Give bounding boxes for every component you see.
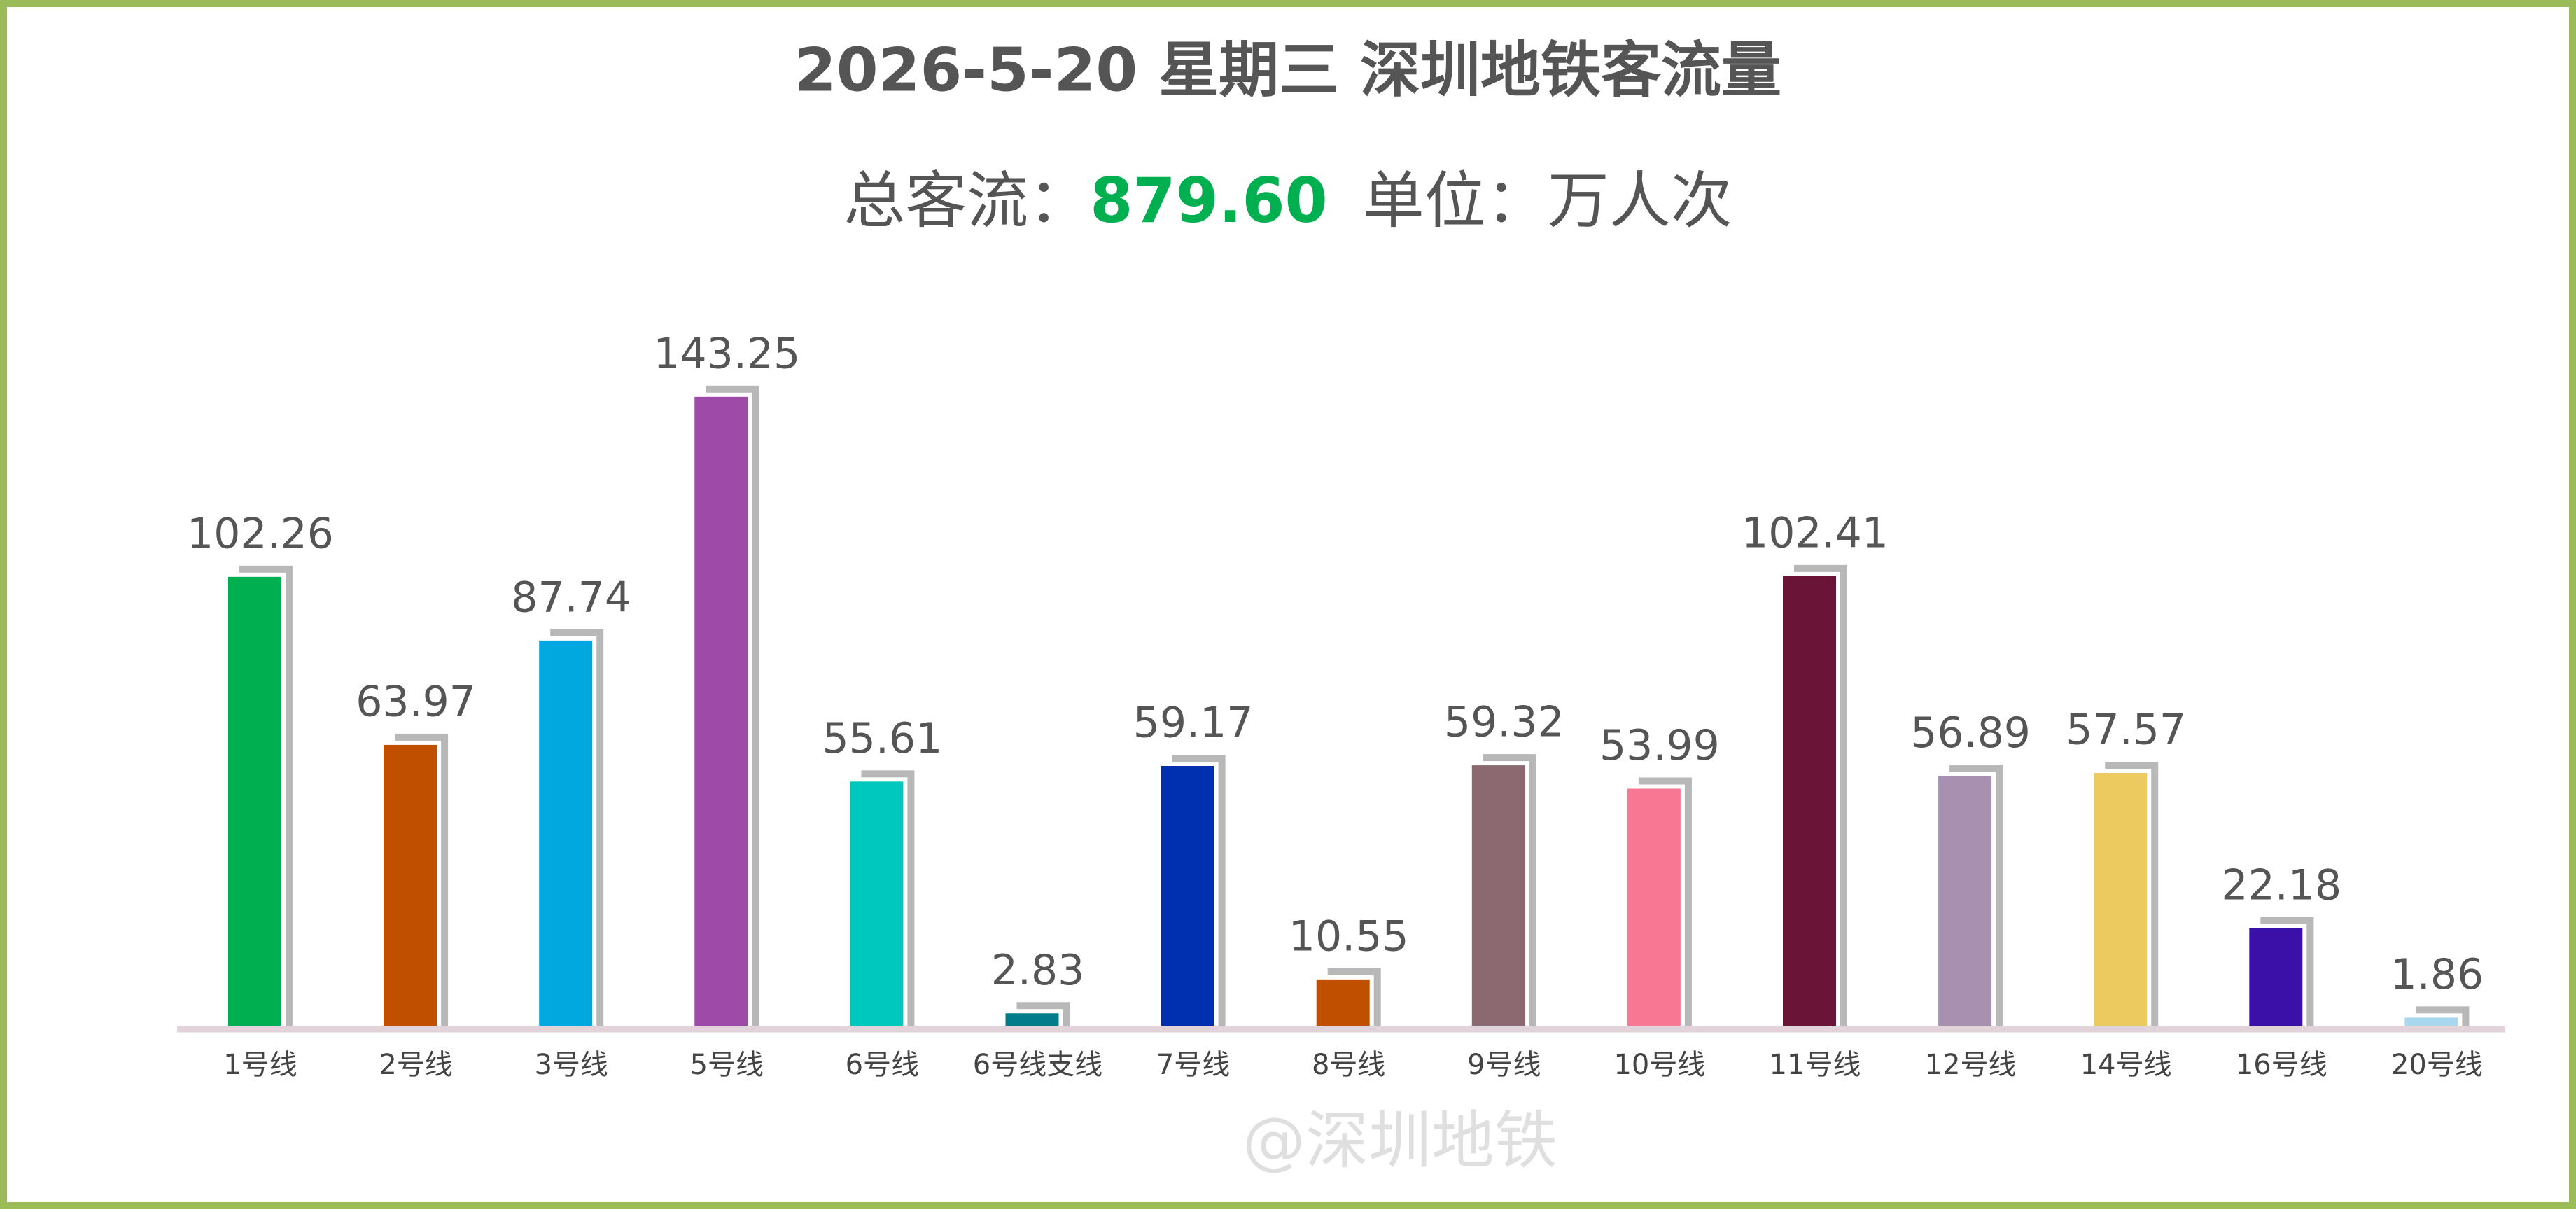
value-label: 55.61 (822, 714, 943, 763)
bar (2094, 773, 2148, 1026)
x-tick-label: 11号线 (1770, 1049, 1861, 1081)
value-label: 2.83 (991, 946, 1085, 995)
x-tick-label: 6号线 (846, 1049, 919, 1081)
x-tick-label: 2号线 (379, 1049, 452, 1081)
chart-title: 2026-5-20 星期三 深圳地铁客流量 (794, 35, 1782, 105)
total-value: 879.60 (1090, 165, 1328, 237)
bar (539, 640, 593, 1026)
bar (1316, 979, 1370, 1026)
x-tick-label: 12号线 (1925, 1049, 2017, 1081)
bar (1471, 765, 1525, 1026)
value-label: 57.57 (2066, 706, 2186, 755)
x-tick-label: 6号线支线 (973, 1049, 1102, 1081)
x-tick-label: 16号线 (2236, 1049, 2328, 1081)
value-label: 22.18 (2221, 861, 2342, 910)
x-tick-label: 8号线 (1312, 1049, 1385, 1081)
value-label: 143.25 (653, 329, 800, 378)
value-label: 1.86 (2390, 950, 2484, 999)
value-label: 63.97 (356, 678, 476, 727)
x-tick-label: 14号线 (2080, 1049, 2172, 1081)
bar (384, 744, 438, 1026)
x-tick-label: 1号线 (223, 1049, 297, 1081)
bar (850, 781, 904, 1026)
chart-subtitle: 总客流：879.60 单位：万人次 (844, 165, 1732, 237)
x-tick-label: 10号线 (1614, 1049, 1705, 1081)
unit-text: 单位：万人次 (1363, 165, 1732, 237)
bar (2249, 928, 2303, 1026)
bar (1627, 788, 1681, 1026)
bar (1783, 576, 1836, 1026)
value-label: 10.55 (1289, 912, 1409, 961)
bar (2404, 1017, 2458, 1026)
x-tick-label: 5号线 (690, 1049, 764, 1081)
bar (228, 576, 281, 1026)
subtitle-prefix: 总客流： (844, 165, 1090, 237)
value-label: 102.26 (187, 509, 334, 558)
bar (1161, 766, 1214, 1026)
watermark: @深圳地铁 (1242, 1104, 1558, 1178)
value-label: 53.99 (1600, 721, 1720, 770)
value-label: 102.41 (1742, 508, 1889, 557)
bar (1005, 1013, 1059, 1026)
x-tick-label: 3号线 (534, 1049, 608, 1081)
value-label: 59.32 (1444, 698, 1564, 747)
x-tick-label: 9号线 (1467, 1049, 1541, 1081)
value-label: 59.17 (1133, 699, 1254, 748)
x-tick-label: 7号线 (1156, 1049, 1230, 1081)
bar (1938, 776, 1992, 1026)
value-label: 87.74 (511, 573, 631, 622)
bar (694, 396, 748, 1026)
x-tick-label: 20号线 (2391, 1049, 2483, 1081)
value-label: 56.89 (1910, 709, 2031, 758)
